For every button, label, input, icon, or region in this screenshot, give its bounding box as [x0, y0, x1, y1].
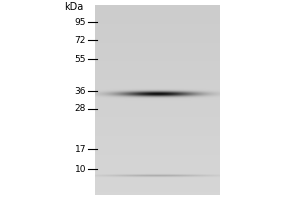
- Text: 36: 36: [74, 87, 86, 96]
- Text: 72: 72: [75, 36, 86, 45]
- Text: kDa: kDa: [64, 2, 83, 12]
- Text: 55: 55: [74, 55, 86, 64]
- Text: 17: 17: [74, 145, 86, 154]
- Text: 28: 28: [75, 104, 86, 113]
- Text: 10: 10: [74, 165, 86, 174]
- Text: 95: 95: [74, 18, 86, 27]
